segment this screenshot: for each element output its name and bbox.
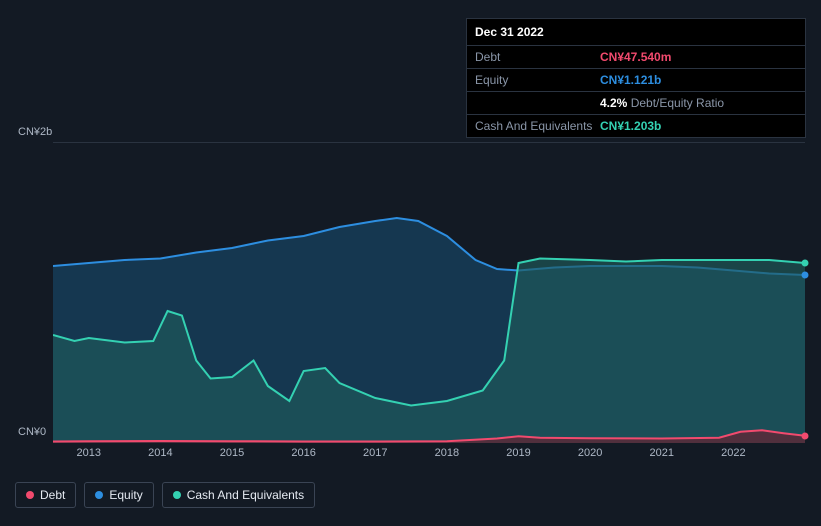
legend-dot xyxy=(26,491,34,499)
x-tick: 2013 xyxy=(77,447,101,459)
tooltip-row-value: CN¥1.121b xyxy=(600,73,661,87)
x-tick: 2016 xyxy=(291,447,315,459)
cash-end-dot xyxy=(802,260,809,267)
legend-item-cash-and-equivalents[interactable]: Cash And Equivalents xyxy=(162,482,315,508)
debt-end-dot xyxy=(802,432,809,439)
chart-svg xyxy=(53,143,805,443)
x-tick: 2018 xyxy=(435,447,459,459)
tooltip-row-label: Debt xyxy=(475,50,600,64)
legend-item-debt[interactable]: Debt xyxy=(15,482,76,508)
legend-dot xyxy=(95,491,103,499)
tooltip-row-label xyxy=(475,96,600,110)
tooltip-row: DebtCN¥47.540m xyxy=(467,46,805,69)
tooltip-row-value: 4.2% Debt/Equity Ratio xyxy=(600,96,724,110)
legend-label: Equity xyxy=(109,488,142,502)
x-tick: 2015 xyxy=(220,447,244,459)
x-tick: 2022 xyxy=(721,447,745,459)
chart-tooltip: Dec 31 2022 DebtCN¥47.540mEquityCN¥1.121… xyxy=(466,18,806,138)
tooltip-row: Cash And EquivalentsCN¥1.203b xyxy=(467,115,805,137)
tooltip-date: Dec 31 2022 xyxy=(467,19,805,46)
x-tick: 2020 xyxy=(578,447,602,459)
y-tick-top: CN¥2b xyxy=(18,126,52,138)
legend-dot xyxy=(173,491,181,499)
tooltip-row-value: CN¥1.203b xyxy=(600,119,661,133)
x-tick: 2014 xyxy=(148,447,172,459)
legend-label: Debt xyxy=(40,488,65,502)
legend-item-equity[interactable]: Equity xyxy=(84,482,153,508)
tooltip-row-label: Cash And Equivalents xyxy=(475,119,600,133)
tooltip-row: EquityCN¥1.121b xyxy=(467,69,805,92)
x-tick: 2021 xyxy=(650,447,674,459)
chart-legend: Debt Equity Cash And Equivalents xyxy=(15,482,315,508)
x-tick: 2017 xyxy=(363,447,387,459)
financial-history-chart: 2013201420152016201720182019202020212022 xyxy=(15,142,805,442)
tooltip-row-label: Equity xyxy=(475,73,600,87)
x-tick: 2019 xyxy=(506,447,530,459)
equity-end-dot xyxy=(802,272,809,279)
legend-label: Cash And Equivalents xyxy=(187,488,304,502)
tooltip-row-value: CN¥47.540m xyxy=(600,50,671,64)
tooltip-row: 4.2% Debt/Equity Ratio xyxy=(467,92,805,115)
